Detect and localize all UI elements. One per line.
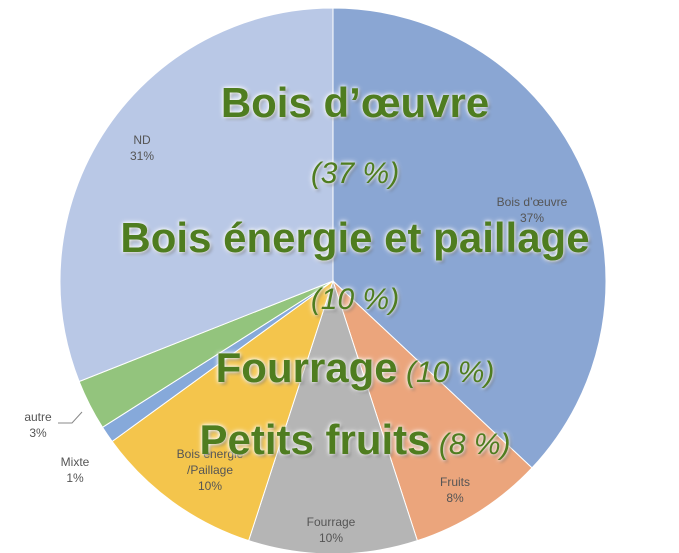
annotation-text: (10 %) — [397, 356, 495, 389]
annotation-text: (10 %) — [310, 283, 400, 316]
slice-label: ND 31% — [130, 132, 154, 164]
category-name: Bois d’œuvre — [496, 195, 568, 209]
slice-label: Fruits 8% — [440, 474, 470, 506]
category-name: Fourrage — [306, 515, 356, 529]
annotation-text: (8 %) — [430, 428, 511, 461]
value-label: 31% — [129, 149, 155, 163]
value-label: 1% — [66, 471, 84, 485]
category-name: autre — [24, 410, 52, 424]
slice-label: Fourrage 10% — [307, 514, 356, 546]
slice-label: autre 3% — [24, 409, 51, 441]
value-label: 8% — [446, 491, 464, 505]
annotation: Petits fruits (8 %) — [199, 416, 510, 464]
annotation-text: Bois d’œuvre — [220, 79, 490, 126]
annotation: (37 %) — [311, 157, 399, 191]
slice-label: Bois énergie /Paillage 10% — [177, 446, 244, 494]
pie-slice — [111, 279, 334, 542]
slice-label: Mixte 1% — [61, 454, 90, 486]
pie-slice — [59, 7, 334, 383]
annotation: Bois d’œuvre — [221, 79, 489, 127]
value-label: 3% — [29, 426, 47, 440]
annotation-text: (37 %) — [310, 157, 400, 190]
value-label: 10% — [197, 479, 223, 493]
annotation-text: Bois énergie et paillage — [120, 214, 590, 261]
slice-label: Bois d’œuvre 37% — [497, 194, 568, 226]
category-name: ND — [133, 133, 151, 147]
category-name: Fruits — [440, 475, 470, 489]
annotation-text: Petits fruits — [199, 416, 431, 463]
annotation: (10 %) — [311, 283, 399, 317]
category-name: Mixte — [60, 455, 90, 469]
pie-slice — [332, 280, 533, 542]
annotation: Fourrage (10 %) — [216, 344, 495, 392]
value-label: 10% — [318, 531, 344, 545]
annotation: Bois énergie et paillage — [120, 214, 589, 262]
value-label: 37% — [519, 211, 545, 225]
category-name: Bois énergie /Paillage — [176, 447, 244, 477]
pie-slice — [332, 7, 607, 469]
leader-line — [58, 411, 83, 424]
pie-slice — [248, 279, 418, 553]
annotation-text: Fourrage — [215, 344, 398, 391]
